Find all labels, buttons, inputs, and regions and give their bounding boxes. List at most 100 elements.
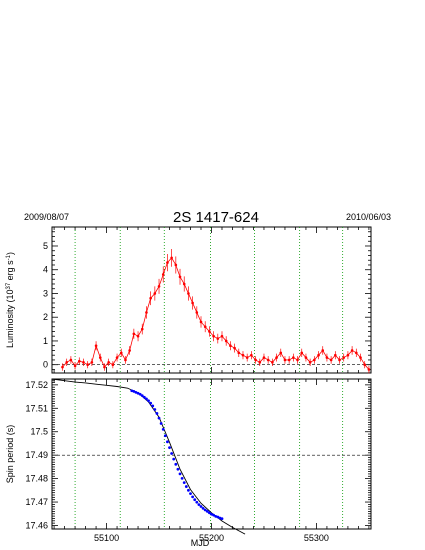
luminosity-point: [73, 364, 77, 368]
luminosity-point: [300, 351, 304, 355]
spin-period-point: [212, 513, 215, 517]
luminosity-point: [304, 356, 308, 359]
spin-period-point: [151, 404, 155, 408]
luminosity-point: [359, 356, 362, 359]
luminosity-point: [145, 311, 148, 314]
spin-period-point: [159, 422, 163, 425]
luminosity-point: [132, 332, 136, 336]
luminosity-point: [342, 356, 346, 359]
spin-period-point: [187, 488, 190, 492]
luminosity-point: [170, 256, 173, 260]
spin-period-frame: [51, 378, 372, 530]
y-tick-label: 2: [43, 312, 48, 322]
luminosity-point: [355, 351, 358, 355]
spin-period-point: [155, 412, 159, 415]
spin-period-point: [168, 446, 171, 450]
luminosity-panel: 0 1 2 3 4 5 Luminosity (1037 erg s-1): [5, 226, 372, 374]
spin-period-point: [184, 485, 188, 488]
luminosity-point: [166, 261, 169, 264]
luminosity-point: [103, 365, 106, 369]
y-tick-label: 17.47: [25, 497, 48, 507]
spin-period-point: [140, 394, 144, 398]
luminosity-point: [178, 275, 182, 279]
luminosity-point: [271, 361, 274, 364]
luminosity-point: [195, 311, 199, 314]
y-tick-label: 0: [43, 360, 48, 370]
luminosity-point: [153, 292, 157, 295]
spin-period-point: [170, 452, 174, 455]
x-tick-label: 55200: [199, 533, 224, 543]
luminosity-point: [296, 358, 299, 362]
luminosity-point: [212, 334, 215, 338]
spin-period-point: [199, 505, 203, 508]
spin-period-point: [195, 500, 199, 504]
spin-period-point: [166, 440, 169, 444]
y-tick-label: 17.52: [25, 380, 48, 390]
spin-period-point: [132, 390, 136, 393]
spin-period-point: [174, 462, 178, 466]
spin-period-point: [197, 503, 201, 507]
spin-period-point: [153, 408, 157, 411]
luminosity-point: [203, 325, 207, 329]
spin-period-point: [205, 510, 209, 513]
luminosity-point: [111, 363, 115, 366]
luminosity-point: [321, 349, 325, 352]
luminosity-point: [69, 358, 73, 362]
luminosity-point: [363, 363, 367, 366]
luminosity-point: [115, 356, 119, 359]
y-tick-label: 17.5: [30, 427, 48, 437]
luminosity-point: [350, 349, 354, 352]
luminosity-point: [128, 349, 131, 352]
luminosity-point: [90, 361, 94, 364]
start-date-label: 2009/08/07: [24, 212, 69, 222]
spin-period-point: [147, 399, 150, 403]
spin-period-point: [210, 512, 213, 516]
spin-period-point: [178, 472, 182, 476]
spin-period-point: [191, 495, 195, 499]
end-date-label: 2010/06/03: [346, 212, 391, 222]
spin-period-point: [138, 392, 142, 396]
luminosity-axis-label: Luminosity (1037 erg s-1): [5, 252, 15, 348]
y-tick-label: 17.51: [25, 403, 48, 413]
luminosity-point: [237, 351, 241, 355]
luminosity-point: [334, 353, 337, 357]
luminosity-point: [220, 334, 224, 338]
luminosity-point: [367, 368, 371, 371]
luminosity-point: [82, 361, 85, 364]
luminosity-point: [77, 359, 81, 363]
luminosity-point: [317, 353, 320, 357]
luminosity-point: [287, 358, 291, 362]
luminosity-series: [61, 248, 371, 374]
luminosity-point: [124, 358, 127, 362]
luminosity-point: [199, 320, 203, 324]
luminosity-point: [208, 330, 211, 333]
luminosity-point: [86, 363, 89, 366]
spin-period-series: [130, 389, 224, 521]
luminosity-point: [308, 361, 312, 364]
luminosity-point: [258, 361, 262, 364]
spin-period-point: [176, 467, 180, 471]
spin-period-point: [216, 515, 220, 519]
luminosity-point: [346, 353, 350, 357]
spin-period-point: [163, 434, 167, 438]
spin-period-point: [220, 517, 224, 521]
luminosity-axis-ticks: 0 1 2 3 4 5: [43, 227, 371, 373]
luminosity-point: [329, 358, 333, 362]
luminosity-point: [98, 356, 102, 359]
y-tick-label: 17.49: [25, 450, 48, 460]
spin-period-point: [149, 401, 153, 405]
luminosity-point: [224, 339, 228, 343]
luminosity-point: [325, 356, 329, 359]
luminosity-point: [283, 358, 287, 362]
spin-period-point: [142, 395, 146, 399]
luminosity-point: [119, 351, 123, 355]
luminosity-point: [136, 334, 140, 338]
y-tick-label: 5: [43, 241, 48, 251]
y-tick-label: 3: [43, 288, 48, 298]
spin-period-point: [172, 457, 176, 461]
luminosity-point: [216, 337, 220, 340]
luminosity-point: [157, 285, 161, 288]
luminosity-point: [161, 273, 165, 276]
x-tick-label: 55100: [94, 533, 119, 543]
